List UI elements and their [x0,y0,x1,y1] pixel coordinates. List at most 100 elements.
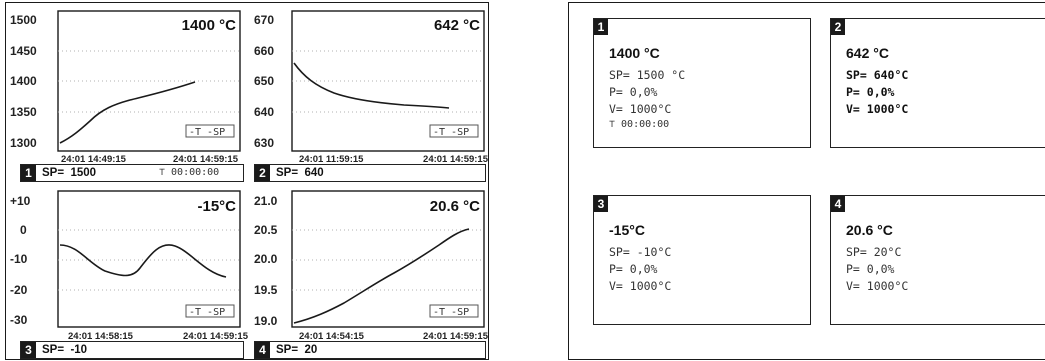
x-tick-label: 24:01 14:59:15 [183,331,249,342]
y-tick-label: 19.5 [254,283,278,297]
x-tick-label: 24:01 14:58:15 [68,331,134,342]
setpoint-bar[interactable]: 4 SP= 20 [254,341,486,359]
current-temperature: 20.6 °C [846,222,893,238]
current-temperature: 642 °C [846,45,889,61]
legend-box [185,124,235,138]
y-tick-label: +10 [10,194,31,208]
y-tick-label: 20.0 [254,252,278,266]
temperature-trace [293,62,450,109]
rate-line: V= 1000°C [846,279,909,293]
y-tick-label: 0 [20,223,27,237]
legend-box [185,304,235,318]
setpoint-value: 640 [304,167,324,179]
y-tick-label: 650 [254,74,274,88]
power-line: P= 0,0% [846,262,895,276]
trend-chart-3: +10 0 -10 -20 -30 -15°C -T -SP 24:01 14:… [10,190,249,342]
x-tick-label: 24:01 14:59:15 [423,154,489,165]
timer-display: ⊤ 00:00:00 [609,119,670,130]
plot-frame [291,190,485,328]
channel-number-badge: 3 [21,342,36,358]
current-temperature: -15°C [609,222,645,238]
y-tick-label: 21.0 [254,194,278,208]
y-tick-label: 1300 [10,136,37,150]
current-value: 642 °C [434,17,480,34]
rate-line: V= 1000°C [846,102,909,116]
y-tick-label: 660 [254,44,274,58]
setpoint-line: SP= -10°C [609,245,672,259]
power-line: P= 0,0% [846,85,895,99]
y-axis-ticks: 21.0 20.5 20.0 19.5 19.0 [254,194,278,328]
y-tick-label: -30 [10,313,28,327]
setpoint-line: SP= 640°C [846,68,909,82]
legend-label: -T -SP [433,307,469,318]
value-panel-1[interactable]: 1 1400 °C SP= 1500 °C P= 0,0% V= 1000°C … [593,18,811,148]
setpoint-bar[interactable]: 1 SP= 1500 ⊤ 00:00:00 [20,164,244,182]
multi-value-display: 1 1400 °C SP= 1500 °C P= 0,0% V= 1000°C … [568,2,1045,360]
graph-panel-4[interactable]: 21.0 20.5 20.0 19.5 19.0 20.6 °C -T -SP … [254,183,490,361]
y-axis-ticks: 1500 1450 1400 1350 1300 [10,13,37,150]
trend-chart-4: 21.0 20.5 20.0 19.5 19.0 20.6 °C -T -SP … [254,190,489,342]
graph-panel-3[interactable]: +10 0 -10 -20 -30 -15°C -T -SP 24:01 14:… [10,183,249,361]
y-tick-label: 19.0 [254,314,278,328]
legend-label: -T -SP [433,127,469,138]
channel-number-badge: 2 [831,19,845,35]
y-tick-label: 1400 [10,74,37,88]
channel-number-badge: 3 [594,196,608,212]
current-value: 1400 °C [182,17,237,34]
y-tick-label: 20.5 [254,223,278,237]
power-line: P= 0,0% [609,262,658,276]
current-value: 20.6 °C [430,198,480,215]
grid-lines [58,229,240,291]
y-tick-label: 1450 [10,44,37,58]
y-axis-ticks: 670 660 650 640 630 [254,13,274,150]
value-panel-3[interactable]: 3 -15°C SP= -10°C P= 0,0% V= 1000°C [593,195,811,325]
setpoint-label: SP= 640 [276,167,324,179]
y-axis-ticks: +10 0 -10 -20 -30 [10,194,31,327]
channel-number-badge: 1 [21,165,36,181]
graph-panel-2[interactable]: 670 660 650 640 630 642 °C -T -SP 24:01 … [254,5,490,183]
legend-box [429,304,479,318]
y-tick-label: 1350 [10,105,37,119]
current-value: -15°C [197,198,236,215]
setpoint-value: 1500 [70,167,97,179]
setpoint-label: SP= 1500 [42,167,97,179]
setpoint-bar[interactable]: 3 SP= -10 [20,341,244,359]
x-tick-label: 24:01 14:59:15 [423,331,489,342]
trend-chart-1: 1500 1450 1400 1350 1300 1400 °C -T -SP … [10,10,241,165]
grid-lines [58,50,240,113]
timer-display: ⊤ 00:00:00 [159,167,220,178]
channel-number-badge: 1 [594,19,608,35]
setpoint-value: -10 [70,344,88,356]
channel-number-badge: 4 [255,342,270,358]
temperature-trace [59,244,227,278]
legend-label: -T -SP [189,127,225,138]
x-tick-label: 24:01 14:49:15 [61,154,127,165]
x-tick-label: 24:01 14:59:15 [173,154,239,165]
setpoint-label: SP= 20 [276,344,318,356]
y-tick-label: 670 [254,13,274,27]
y-tick-label: 640 [254,105,274,119]
temperature-trace [59,81,196,144]
temperature-trace [293,228,470,324]
channel-number-badge: 4 [831,196,845,212]
setpoint-line: SP= 20°C [846,245,902,259]
y-tick-label: -10 [10,252,28,266]
value-panel-2[interactable]: 2 642 °C SP= 640°C P= 0,0% V= 1000°C [830,18,1045,148]
setpoint-line: SP= 1500 °C [609,68,686,82]
setpoint-label: SP= -10 [42,344,88,356]
rate-line: V= 1000°C [609,102,672,116]
current-temperature: 1400 °C [609,45,660,61]
graph-panel-1[interactable]: 1500 1450 1400 1350 1300 1400 °C -T -SP … [10,5,246,183]
power-line: P= 0,0% [609,85,658,99]
y-tick-label: 630 [254,136,274,150]
setpoint-value: 20 [304,344,318,356]
rate-line: V= 1000°C [609,279,672,293]
legend-label: -T -SP [189,307,225,318]
x-tick-label: 24:01 11:59:15 [299,154,364,165]
channel-number-badge: 2 [255,165,270,181]
value-panel-4[interactable]: 4 20.6 °C SP= 20°C P= 0,0% V= 1000°C [830,195,1045,325]
setpoint-bar[interactable]: 2 SP= 640 [254,164,486,182]
x-tick-label: 24:01 14:54:15 [299,331,365,342]
grid-lines [292,50,484,113]
y-tick-label: -20 [10,283,28,297]
